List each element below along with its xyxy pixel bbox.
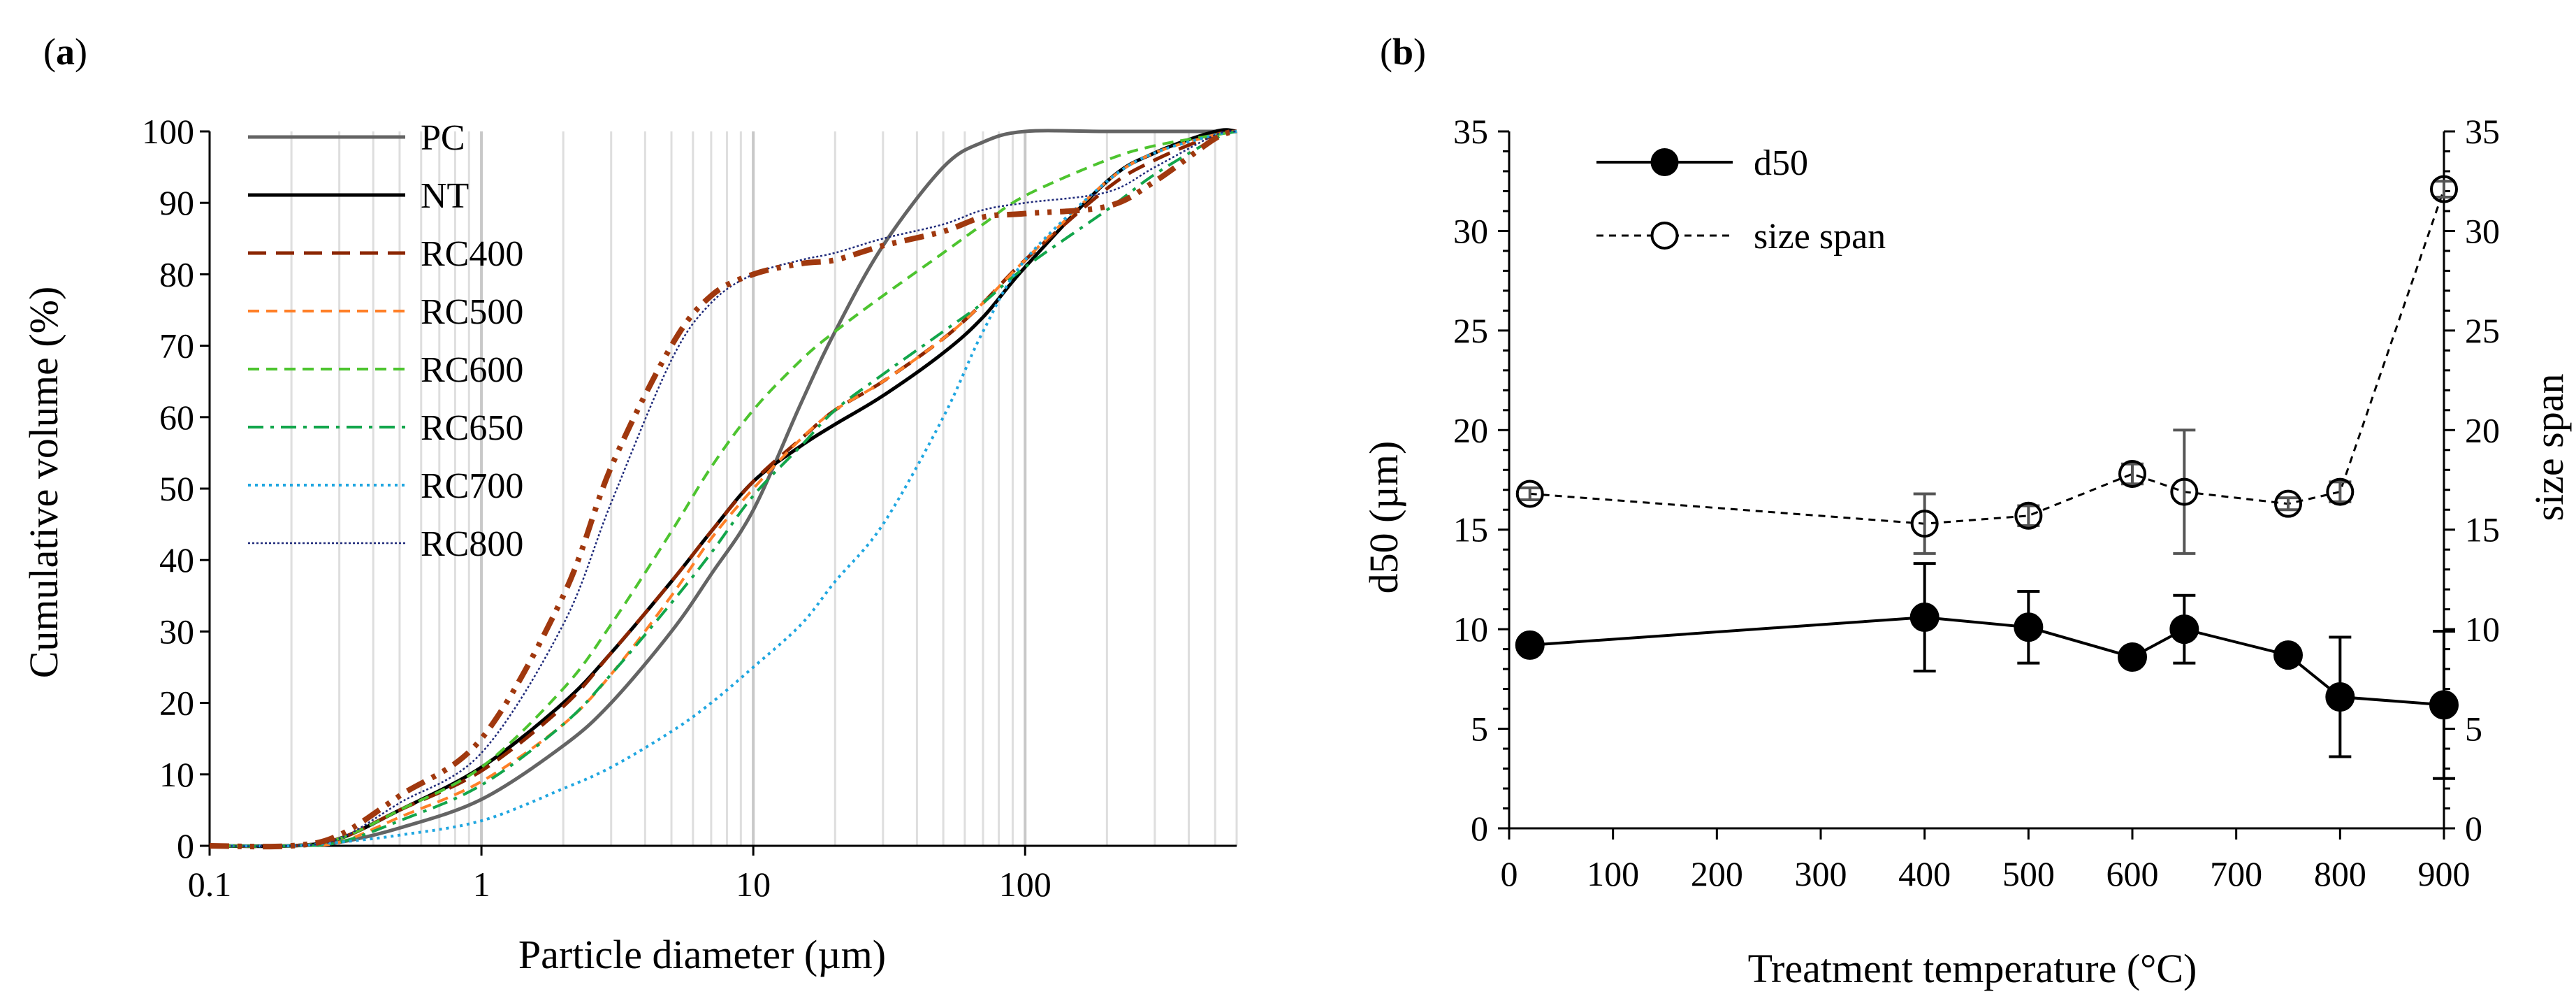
y-right-tick-label-b: 25 bbox=[2465, 311, 2500, 350]
y-left-tick-label-b: 15 bbox=[1453, 510, 1488, 549]
x-tick-label-a: 1 bbox=[473, 865, 490, 904]
panel-a-x-axis-label: Particle diameter (µm) bbox=[518, 932, 886, 977]
y-left-tick-label-b: 25 bbox=[1453, 311, 1488, 350]
y-left-tick-label-b: 30 bbox=[1453, 211, 1488, 250]
data-point-d50 bbox=[1515, 630, 1545, 660]
panel-a-series bbox=[209, 128, 1238, 850]
series-line-rc500 bbox=[209, 130, 1237, 848]
legend-label-rc650: RC650 bbox=[421, 408, 523, 448]
data-point-size-span bbox=[2014, 501, 2043, 530]
y-left-tick-label-b: 10 bbox=[1453, 610, 1488, 649]
y-tick-label-a: 30 bbox=[159, 612, 194, 651]
y-right-tick-label-b: 35 bbox=[2465, 112, 2500, 151]
data-point-d50 bbox=[2273, 640, 2303, 670]
panel-b-y-right-axis-label: size span bbox=[2526, 374, 2572, 521]
panel-a-legend: PC NT RC400 RC500 RC600 RC650 RC700 RC800 bbox=[248, 118, 523, 564]
y-tick-label-a: 40 bbox=[159, 540, 194, 579]
panel-a-label: (a) bbox=[43, 31, 87, 73]
data-point-d50 bbox=[2325, 682, 2355, 712]
panel-a: (a) 0 10 20 30 40 50 60 70 80 90 100 0.1 1 10 100 PC NT… bbox=[21, 31, 1238, 977]
data-point-size-span bbox=[2118, 459, 2146, 488]
legend-label-rc800: RC800 bbox=[421, 524, 523, 564]
legend-label-size-span: size span bbox=[1754, 217, 1886, 257]
y-right-tick-label-b: 0 bbox=[2465, 809, 2482, 848]
series-line-rc600 bbox=[209, 130, 1237, 848]
data-point-size-span bbox=[2326, 477, 2355, 506]
y-tick-label-a: 10 bbox=[159, 755, 194, 794]
y-right-tick-label-b: 5 bbox=[2465, 710, 2482, 749]
legend-label-pc: PC bbox=[421, 118, 465, 158]
panel-b-legend: d50 size span bbox=[1596, 143, 1886, 257]
y-left-tick-label-b: 0 bbox=[1471, 809, 1488, 848]
data-point-size-span bbox=[1515, 480, 1544, 508]
y-left-tick-label-b: 35 bbox=[1453, 112, 1488, 151]
x-tick-label-b: 500 bbox=[2002, 854, 2055, 893]
x-tick-label-b: 100 bbox=[1587, 854, 1639, 893]
x-tick-label-b: 400 bbox=[1898, 854, 1951, 893]
panel-b-series bbox=[1515, 175, 2459, 780]
y-tick-label-a: 70 bbox=[159, 326, 194, 366]
series-line-pc bbox=[209, 129, 1237, 848]
data-point-size-span bbox=[2274, 489, 2302, 518]
x-tick-label-a: 0.1 bbox=[188, 865, 232, 904]
data-point-d50 bbox=[1909, 603, 1940, 633]
x-tick-label-b: 700 bbox=[2210, 854, 2262, 893]
legend-label-d50: d50 bbox=[1754, 143, 1808, 183]
series-line-rc700 bbox=[209, 130, 1237, 848]
y-tick-label-a: 80 bbox=[159, 254, 194, 294]
y-tick-label-a: 20 bbox=[159, 684, 194, 723]
y-left-tick-label-b: 5 bbox=[1471, 710, 1488, 749]
data-point-d50 bbox=[2118, 642, 2147, 672]
y-tick-label-a: 90 bbox=[159, 183, 194, 222]
x-tick-label-a: 10 bbox=[736, 865, 771, 904]
y-left-tick-label-b: 20 bbox=[1453, 410, 1488, 449]
legend-label-rc600: RC600 bbox=[421, 350, 523, 390]
x-tick-label-b: 800 bbox=[2314, 854, 2366, 893]
data-point-size-span bbox=[2430, 175, 2458, 203]
panel-a-y-axis-label: Cumulative volume (%) bbox=[21, 287, 66, 679]
y-right-tick-label-b: 15 bbox=[2465, 510, 2500, 549]
data-point-d50 bbox=[2169, 614, 2199, 644]
panel-b-y-left-axis-label: d50 (µm) bbox=[1361, 441, 1406, 594]
series-line-rc800 bbox=[209, 130, 1237, 848]
data-point-size-span bbox=[1910, 510, 1939, 538]
x-tick-label-b: 200 bbox=[1691, 854, 1743, 893]
y-tick-label-a: 0 bbox=[177, 826, 194, 865]
y-tick-label-a: 50 bbox=[159, 469, 194, 508]
legend-label-nt: NT bbox=[421, 176, 469, 216]
series-line-rc400-bold bbox=[209, 129, 1238, 850]
series-line-rc400 bbox=[209, 129, 1237, 849]
x-tick-label-b: 300 bbox=[1795, 854, 1847, 893]
panel-a-gridlines bbox=[290, 131, 1238, 846]
y-right-tick-label-b: 20 bbox=[2465, 410, 2500, 449]
series-line-d50 bbox=[1529, 616, 2445, 707]
data-point-d50 bbox=[2014, 612, 2044, 642]
y-right-tick-label-b: 10 bbox=[2465, 610, 2500, 649]
legend-label-rc700: RC700 bbox=[421, 466, 523, 506]
panel-b-x-axis-label: Treatment temperature (°C) bbox=[1748, 946, 2197, 991]
series-line-rc650 bbox=[209, 130, 1237, 848]
x-tick-label-b: 900 bbox=[2418, 854, 2471, 893]
series-line-nt bbox=[209, 128, 1237, 849]
legend-label-rc400: RC400 bbox=[421, 234, 523, 274]
y-tick-label-a: 100 bbox=[142, 112, 194, 151]
x-tick-label-b: 600 bbox=[2106, 854, 2159, 893]
x-tick-label-a: 100 bbox=[999, 865, 1051, 904]
data-point-d50 bbox=[2429, 690, 2459, 720]
y-right-tick-label-b: 30 bbox=[2465, 211, 2500, 250]
panel-a-axes: 0 10 20 30 40 50 60 70 80 90 100 0.1 1 10 100 bbox=[142, 112, 1237, 904]
y-tick-label-a: 60 bbox=[159, 398, 194, 437]
x-tick-label-b: 0 bbox=[1501, 854, 1518, 893]
legend-marker-d50 bbox=[1650, 148, 1679, 176]
legend-marker-size-span bbox=[1650, 222, 1679, 250]
panel-b-label: (b) bbox=[1380, 31, 1426, 73]
legend-label-rc500: RC500 bbox=[421, 292, 523, 332]
data-point-size-span bbox=[2170, 477, 2199, 506]
